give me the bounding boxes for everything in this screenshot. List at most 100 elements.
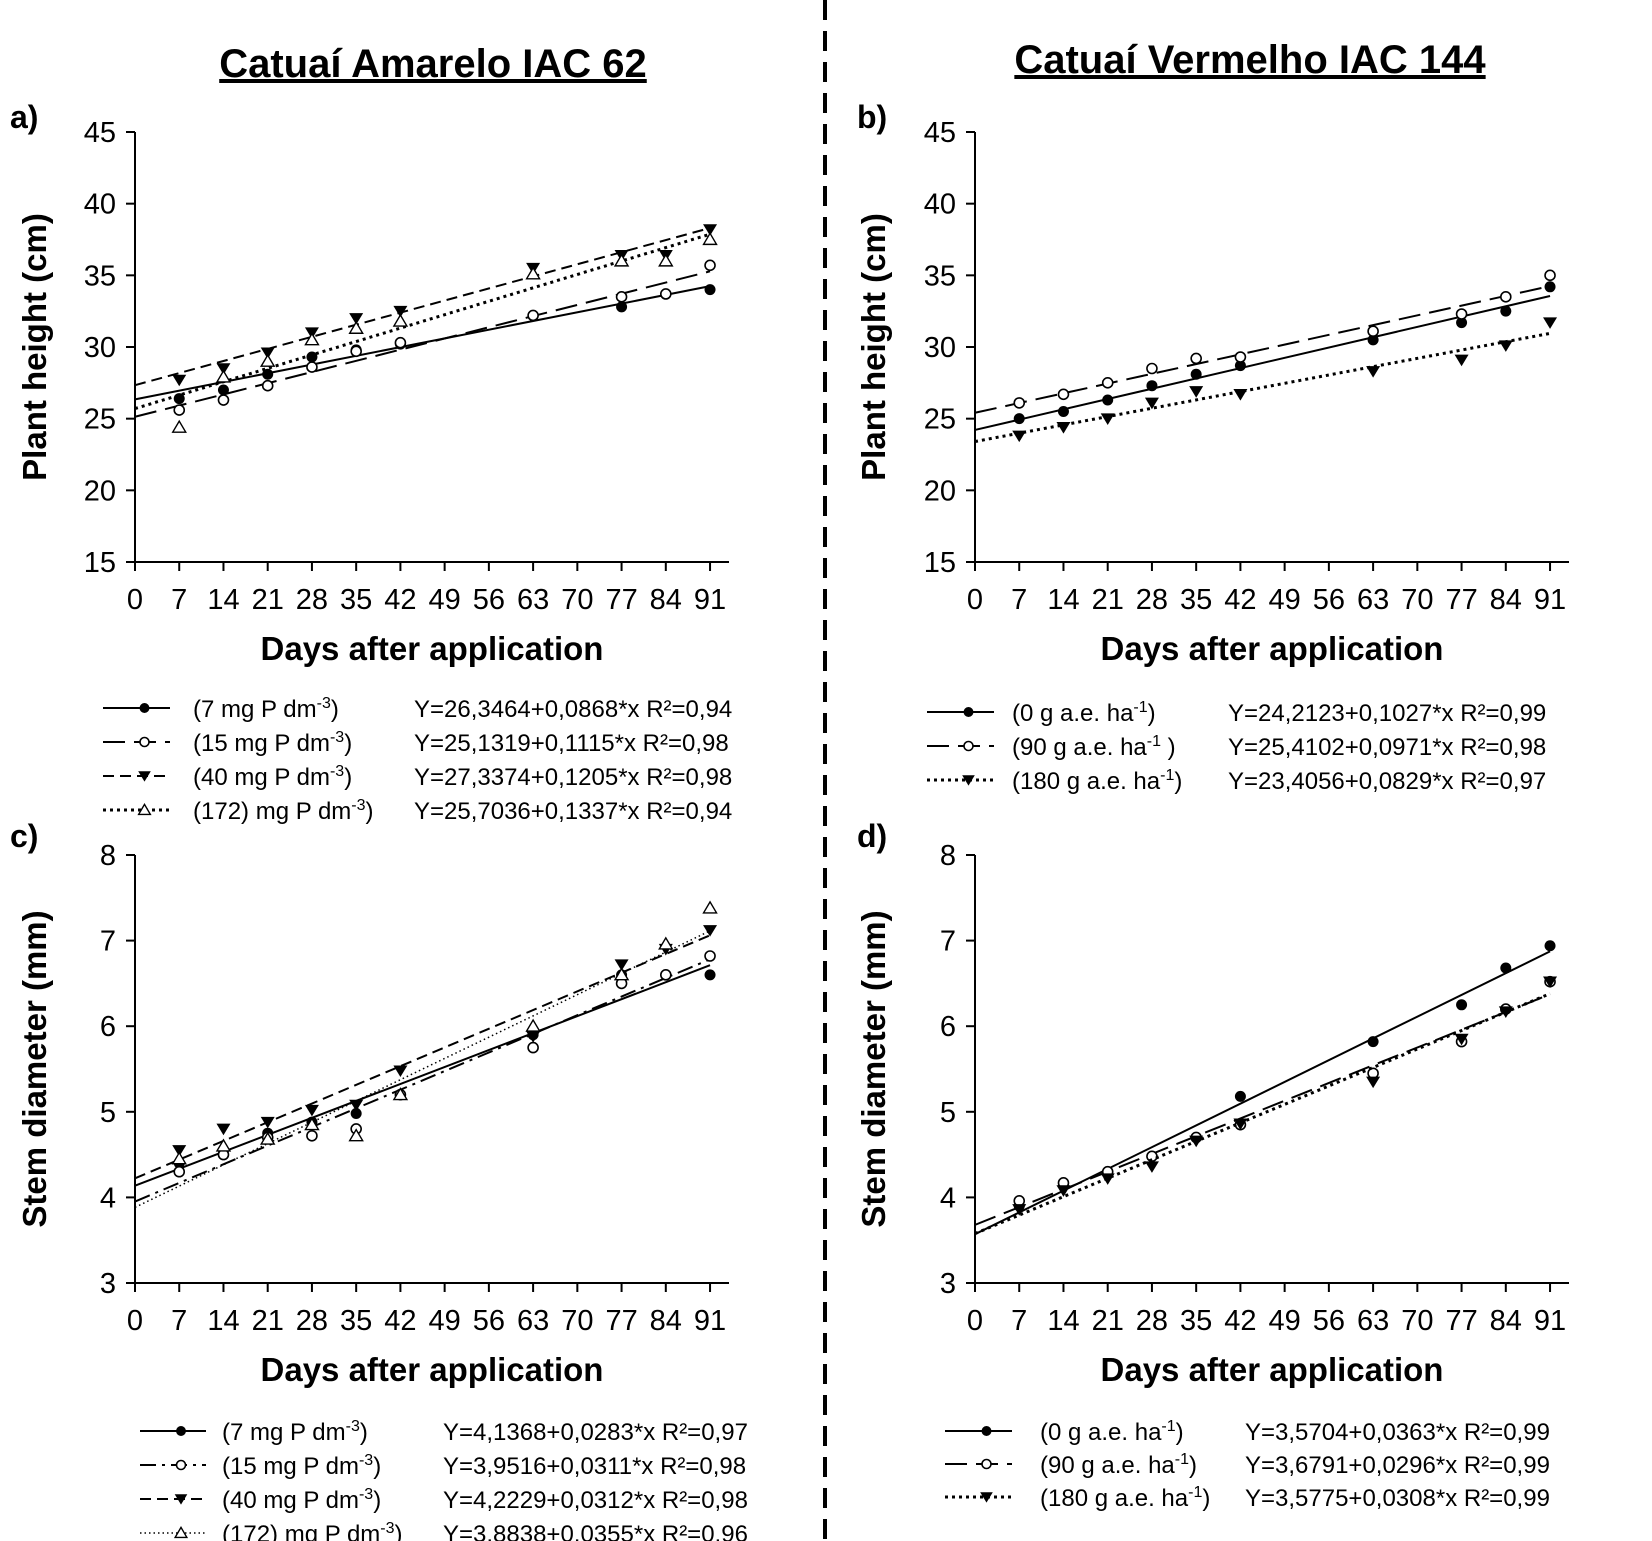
panel-label: c) (10, 818, 38, 854)
x-tick-label: 49 (429, 584, 461, 616)
x-tick-label: 49 (429, 1305, 461, 1337)
data-point (660, 969, 672, 981)
data-point (613, 967, 630, 981)
data-point (1233, 1118, 1248, 1131)
data-point (704, 950, 716, 962)
data-point (1013, 397, 1026, 409)
x-tick-label: 84 (1490, 1305, 1522, 1337)
data-point (1102, 394, 1114, 406)
data-point (392, 1087, 409, 1101)
data-point (216, 363, 231, 375)
data-point (704, 969, 716, 981)
regression-line (134, 232, 711, 411)
legend-equation: Y=4,2229+0,0312*x R²=0,98 (443, 1487, 748, 1514)
data-point (1012, 1204, 1027, 1216)
y-tick-label: 30 (84, 332, 116, 364)
data-point (348, 1128, 364, 1142)
data-point (1146, 380, 1158, 392)
x-tick-label: 7 (1011, 584, 1027, 616)
legend-marker (962, 775, 975, 786)
y-tick-label: 15 (84, 547, 116, 579)
legend-marker (174, 1494, 188, 1505)
data-point (703, 224, 718, 236)
data-point (1366, 1076, 1381, 1089)
data-point (394, 336, 407, 349)
x-tick-label: 49 (1269, 584, 1301, 616)
series-3 (974, 976, 1558, 1235)
y-tick-label: 7 (100, 926, 116, 958)
legend-label: (172) mg P dm-3) (222, 1520, 403, 1541)
data-point (261, 379, 274, 392)
x-tick-label: 77 (605, 584, 637, 616)
legend-marker (139, 703, 150, 713)
legend-label: (7 mg P dm-3) (222, 1418, 368, 1446)
data-point (1144, 397, 1159, 410)
series-3 (134, 925, 718, 1180)
x-axis-title: Days after application (1101, 630, 1444, 667)
x-tick-label: 21 (1092, 1305, 1124, 1337)
legend-marker (963, 740, 974, 752)
data-point (217, 394, 230, 406)
data-point (304, 332, 320, 346)
y-tick-label: 6 (940, 1011, 956, 1043)
x-tick-label: 56 (473, 584, 505, 616)
data-point (1057, 388, 1070, 401)
x-tick-label: 35 (1180, 1305, 1212, 1337)
legend-marker (137, 803, 152, 816)
y-tick-label: 15 (924, 547, 956, 579)
data-point (616, 301, 628, 313)
legend-equation: Y=3,6791+0,0296*x R²=0,99 (1245, 1452, 1550, 1479)
legend-label: (180 g a.e. ha-1) (1012, 767, 1182, 795)
data-point (527, 309, 539, 322)
y-axis-title: Plant height (cm) (855, 213, 892, 481)
data-point (350, 1108, 362, 1120)
data-point (1544, 269, 1556, 282)
data-point (1366, 366, 1381, 378)
legend-label: (0 g a.e. ha-1) (1040, 1418, 1184, 1446)
legend-marker (963, 707, 974, 717)
y-axis-title: Plant height (cm) (16, 213, 53, 481)
y-tick-label: 20 (84, 475, 116, 507)
x-tick-label: 84 (650, 584, 682, 616)
x-tick-label: 91 (1534, 1305, 1566, 1337)
data-point (1367, 1036, 1379, 1048)
y-tick-label: 3 (940, 1268, 956, 1300)
legend-equation: Y=27,3374+0,1205*x R²=0,98 (414, 764, 732, 791)
data-point (1544, 940, 1556, 952)
y-tick-label: 7 (940, 926, 956, 958)
legend-equation: Y=4,1368+0,0283*x R²=0,97 (443, 1419, 748, 1446)
x-tick-label: 21 (252, 1305, 284, 1337)
x-tick-label: 70 (561, 1305, 593, 1337)
data-point (1543, 976, 1558, 988)
x-tick-label: 42 (384, 584, 416, 616)
legend-equation: Y=25,7036+0,1337*x R²=0,94 (414, 798, 732, 825)
x-tick-label: 42 (1224, 1305, 1256, 1337)
x-tick-label: 91 (694, 584, 726, 616)
legend-marker (138, 771, 151, 782)
regression-line (974, 295, 1551, 431)
data-point (1057, 406, 1069, 417)
y-tick-label: 8 (100, 840, 116, 872)
data-point (615, 291, 628, 303)
data-point (1544, 281, 1556, 293)
legend-equation: Y=3,5775+0,0308*x R²=0,99 (1245, 1485, 1550, 1512)
x-tick-label: 21 (252, 584, 284, 616)
data-point (171, 1151, 187, 1165)
x-tick-label: 0 (967, 1305, 983, 1337)
data-point (304, 1104, 319, 1117)
x-tick-label: 28 (296, 1305, 328, 1337)
x-tick-label: 49 (1269, 1305, 1301, 1337)
regression-line (134, 958, 711, 1203)
data-point (1234, 1090, 1246, 1102)
data-point (173, 404, 186, 416)
data-point (704, 259, 716, 272)
data-point (173, 1165, 186, 1178)
x-tick-label: 21 (1092, 584, 1124, 616)
data-point (1100, 413, 1115, 425)
x-tick-label: 14 (1047, 584, 1079, 616)
data-point (1454, 1033, 1469, 1046)
data-point (1498, 340, 1513, 352)
data-point (527, 1041, 539, 1054)
